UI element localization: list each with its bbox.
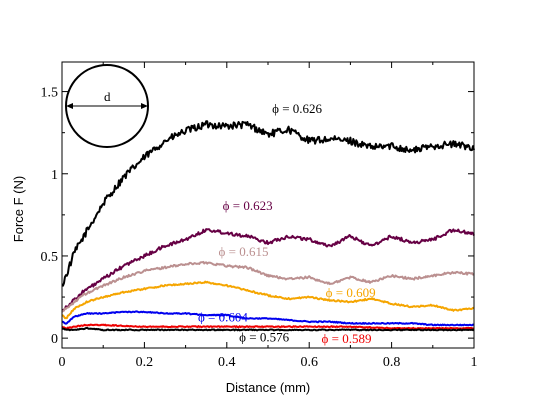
x-axis-title: Distance (mm) [226,380,311,395]
series-line-3 [61,280,475,320]
y-tick-label: 1 [51,168,58,183]
inset-arrow-right [141,103,148,109]
series-annotation: ϕ = 0.623 [223,198,273,213]
series-annotation: ϕ = 0.626 [272,101,322,116]
y-tick-label: 1.5 [41,86,59,101]
series-line-4 [62,310,475,327]
series-line-1 [61,228,475,312]
inset-label: d [104,89,111,104]
series-annotation: ϕ = 0.604 [198,310,248,325]
series-annotation: ϕ = 0.609 [326,285,376,300]
inset-arrow-left [66,103,73,109]
x-tick-label: 0 [59,355,66,370]
x-tick-label: 1 [471,355,478,370]
y-axis-title: Force F (N) [11,176,26,242]
series-line-5 [61,323,475,330]
y-tick-label: 0.5 [41,250,59,265]
x-tick-label: 0.2 [136,355,154,370]
series-annotation: ϕ = 0.576 [239,329,289,344]
series-line-2 [61,260,474,313]
series-annotation: ϕ = 0.615 [219,244,269,259]
series-line-6 [61,327,475,332]
y-tick-label: 0 [51,332,58,347]
series-annotation: ϕ = 0.589 [322,331,372,346]
inset-diameter-diagram: d [65,64,149,148]
series-line-0 [61,120,475,287]
ticks-layer: 0 0.2 0.4 0.6 0.8 1 0 0.5 1 1.5 [41,62,478,370]
annotation-layer: ϕ = 0.626 ϕ = 0.623 ϕ = 0.615 ϕ = 0.609 ϕ = … [198,101,376,346]
series-layer [61,120,475,332]
x-tick-label: 0.4 [218,355,236,370]
x-tick-label: 0.6 [300,355,318,370]
x-tick-label: 0.8 [383,355,401,370]
